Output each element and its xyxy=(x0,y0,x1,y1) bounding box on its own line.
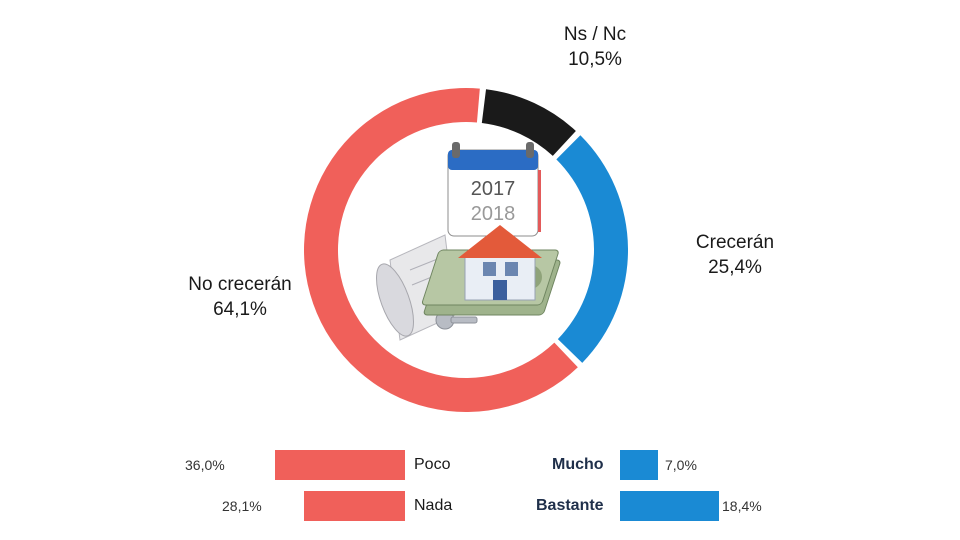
bar-mucho xyxy=(620,450,658,480)
donut-slice-nsnc xyxy=(481,89,576,156)
bar-label-mucho: Mucho xyxy=(552,456,604,473)
bar-poco xyxy=(275,450,405,480)
slice-label-no-creceran: No crecerán 64,1% xyxy=(160,272,320,322)
slice-label-creceran-value: 25,4% xyxy=(708,257,762,278)
bar-bastante xyxy=(620,491,720,521)
bar-value-poco: 36,0% xyxy=(185,457,225,473)
bar-nada xyxy=(303,491,405,521)
calendar-icon: 2017 2018 xyxy=(447,142,541,237)
slice-label-no-creceran-name: No crecerán xyxy=(188,274,292,295)
slice-label-no-creceran-value: 64,1% xyxy=(213,299,267,320)
slice-label-nsnc-name: Ns / Nc xyxy=(563,24,627,45)
center-illustration: 2017 2018 xyxy=(376,142,561,341)
calendar-year-1: 2017 xyxy=(471,178,516,200)
bar-value-bastante: 18,4% xyxy=(722,498,762,514)
donut-slice-creceran xyxy=(556,135,628,363)
house-icon xyxy=(458,225,542,301)
bar-value-nada: 28,1% xyxy=(222,498,262,514)
slice-label-creceran-name: Crecerán xyxy=(695,232,775,253)
bar-label-bastante: Bastante xyxy=(536,497,604,514)
bar-value-mucho: 7,0% xyxy=(665,457,697,473)
slice-label-creceran: Crecerán 25,4% xyxy=(660,230,810,280)
slice-label-nsnc: Ns / Nc 10,5% xyxy=(520,22,670,72)
calendar-year-2: 2018 xyxy=(471,203,516,225)
donut-slice-no-creceran xyxy=(304,88,578,412)
bar-label-nada: Nada xyxy=(414,497,453,514)
bar-label-poco: Poco xyxy=(414,456,451,473)
slice-label-nsnc-value: 10,5% xyxy=(568,49,622,70)
